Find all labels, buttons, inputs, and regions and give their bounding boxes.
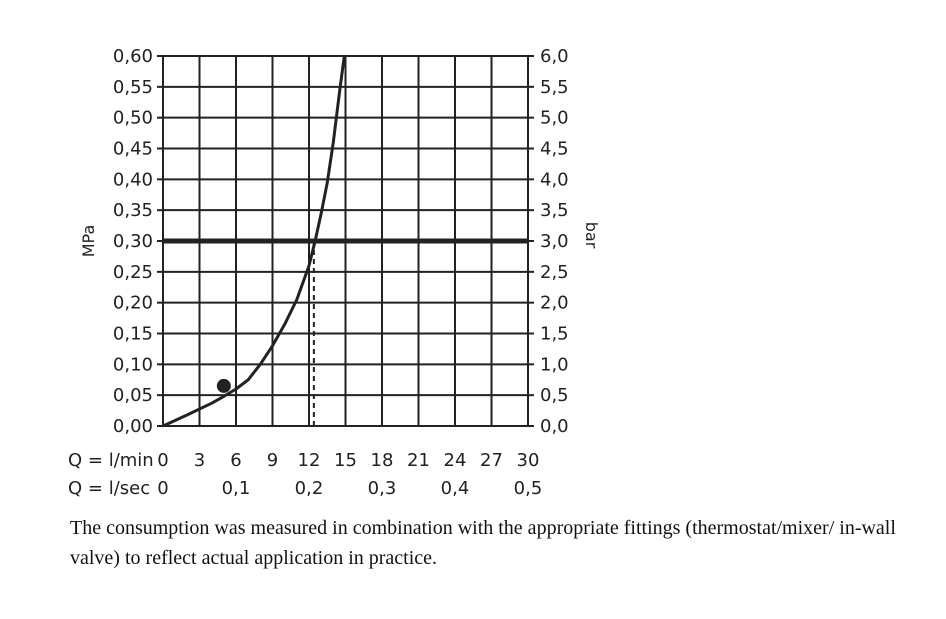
x-tick-label-lmin: 27 <box>480 450 503 471</box>
y-tick-label-right: 3,0 <box>540 231 569 252</box>
y-tick-label-left: 0,20 <box>113 293 153 314</box>
x-tick-label-lmin: 9 <box>267 450 278 471</box>
y-tick-label-left: 0,25 <box>113 262 153 283</box>
y-tick-label-right: 2,5 <box>540 262 569 283</box>
x-tick-label-lsec: 0,4 <box>441 478 470 499</box>
x-tick-label-lsec: 0,3 <box>368 478 397 499</box>
y-tick-label-right: 2,0 <box>540 293 569 314</box>
y-axis-label-left: MPa <box>79 225 98 258</box>
x-tick-label-lmin: 21 <box>407 450 430 471</box>
y-tick-label-left: 0,50 <box>113 108 153 129</box>
data-layer <box>162 55 528 428</box>
y-tick-label-left: 0,15 <box>113 324 153 345</box>
x-tick-label-lsec: 0,2 <box>295 478 324 499</box>
x-tick-label-lmin: 24 <box>444 450 467 471</box>
y-tick-label-right: 6,0 <box>540 46 569 67</box>
y-tick-label-left: 0,00 <box>113 416 153 437</box>
data-point-marker <box>216 378 231 393</box>
labels: 0,00 0,00,05 0,50,10 1,00,15 1,50,20 2,00,25 2… <box>68 46 601 499</box>
y-tick-label-left: 0,40 <box>113 169 153 190</box>
x-tick-label-lmin: 15 <box>334 450 357 471</box>
y-tick-label-left: 0,10 <box>113 354 153 375</box>
y-tick-label-right: 1,0 <box>540 354 569 375</box>
y-tick-label-right: 3,5 <box>540 200 569 221</box>
y-tick-label-left: 0,60 <box>113 46 153 67</box>
y-tick-label-right: 1,5 <box>540 324 569 345</box>
x-tick-label-lsec: 0,5 <box>514 478 543 499</box>
x-tick-label-lmin: 0 <box>157 450 168 471</box>
x-tick-label-lmin: 6 <box>230 450 241 471</box>
y-tick-label-left: 0,35 <box>113 200 153 221</box>
x-tick-label-lsec: 0 <box>157 478 168 499</box>
y-tick-label-right: 4,0 <box>540 169 569 190</box>
y-tick-label-right: 0,0 <box>540 416 569 437</box>
caption: The consumption was measured in combinat… <box>70 517 896 569</box>
series-line <box>162 55 346 428</box>
x-tick-label-lmin: 3 <box>194 450 205 471</box>
y-tick-label-left: 0,05 <box>113 385 153 406</box>
y-tick-label-right: 5,5 <box>540 77 569 98</box>
y-tick-label-right: 5,0 <box>540 108 569 129</box>
y-tick-label-left: 0,45 <box>113 139 153 160</box>
y-tick-label-left: 0,30 <box>113 231 153 252</box>
x-tick-label-lmin: 18 <box>371 450 394 471</box>
x-tick-label-lmin: 12 <box>298 450 321 471</box>
axes <box>157 55 534 427</box>
x-axis-label-lsec: Q = l/sec <box>68 478 150 499</box>
x-tick-label-lmin: 30 <box>517 450 540 471</box>
x-axis-label-lmin: Q = l/min <box>68 450 154 471</box>
y-tick-label-left: 0,55 <box>113 77 153 98</box>
x-tick-label-lsec: 0,1 <box>222 478 251 499</box>
y-tick-label-right: 4,5 <box>540 139 569 160</box>
y-axis-label-right: bar <box>582 222 601 249</box>
y-tick-label-right: 0,5 <box>540 385 569 406</box>
